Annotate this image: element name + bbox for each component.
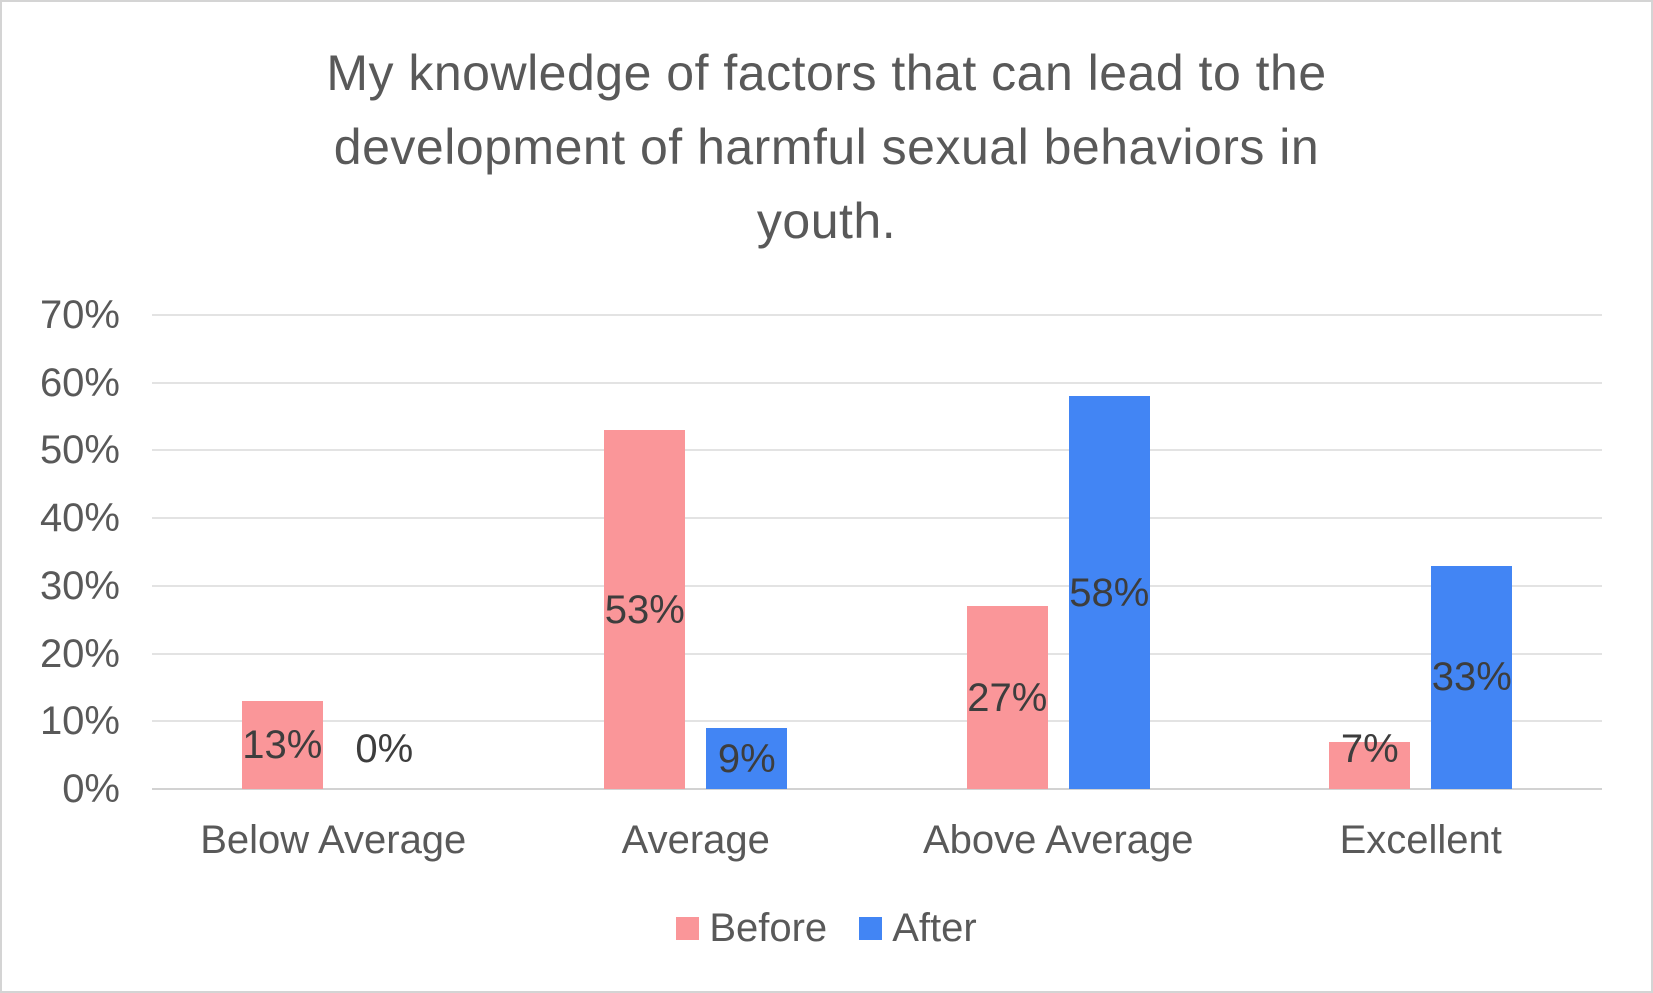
bar-before-average	[604, 430, 686, 789]
data-label-after-below-average: 0%	[355, 727, 414, 771]
legend-label-after: After	[892, 906, 977, 950]
gridline-30	[152, 584, 1602, 587]
y-axis-tick-label-10: 10%	[39, 699, 120, 744]
bar-after-average	[706, 728, 788, 789]
chart-title-line-3: youth.	[756, 193, 897, 249]
legend-label-before: Before	[709, 906, 828, 950]
x-axis-label-excellent: Excellent	[1339, 818, 1502, 862]
x-axis-label-below-average: Below Average	[200, 818, 467, 862]
gridline-60	[152, 381, 1602, 384]
legend-item-before: Before	[676, 904, 827, 952]
y-axis-tick-label-0: 0%	[62, 767, 120, 811]
bar-after-above-average	[1068, 396, 1150, 789]
gridline-20	[152, 652, 1602, 655]
chart-title-line-2: development of harmful sexual behaviors …	[333, 119, 1320, 175]
after-series-swatch	[859, 916, 883, 940]
data-label-before-excellent: 7%	[1340, 727, 1399, 771]
data-label-after-excellent: 33%	[1431, 655, 1512, 700]
legend: Before After	[2, 904, 1651, 952]
data-label-before-above-average: 27%	[967, 675, 1048, 720]
y-axis-tick-label-40: 40%	[39, 496, 120, 541]
before-series-swatch	[676, 916, 700, 940]
data-label-before-below-average: 13%	[242, 722, 323, 767]
gridline-50	[152, 449, 1602, 452]
chart-title: My knowledge of factors that can lead to…	[2, 36, 1651, 258]
y-axis-tick-label-60: 60%	[39, 360, 120, 405]
chart-title-line-1: My knowledge of factors that can lead to…	[326, 45, 1327, 101]
gridline-40	[152, 517, 1602, 520]
gridline-0	[152, 788, 1602, 790]
y-axis-tick-label-50: 50%	[39, 428, 120, 473]
x-axis-label-above-average: Above Average	[922, 818, 1194, 862]
legend-item-after: After	[859, 904, 977, 952]
bar-before-above-average	[966, 606, 1048, 789]
bar-after-excellent	[1431, 565, 1513, 789]
data-label-after-above-average: 58%	[1069, 570, 1150, 615]
data-label-before-average: 53%	[604, 587, 685, 632]
y-axis-tick-label-20: 20%	[39, 631, 120, 676]
gridline-70	[152, 314, 1602, 316]
y-axis-tick-label-70: 70%	[39, 293, 120, 337]
gridline-10	[152, 720, 1602, 723]
y-axis-tick-label-30: 30%	[39, 563, 120, 608]
bar-before-below-average	[241, 700, 323, 789]
data-label-after-average: 9%	[717, 736, 776, 781]
x-axis-label-average: Average	[621, 818, 770, 862]
bar-before-excellent	[1329, 741, 1411, 789]
